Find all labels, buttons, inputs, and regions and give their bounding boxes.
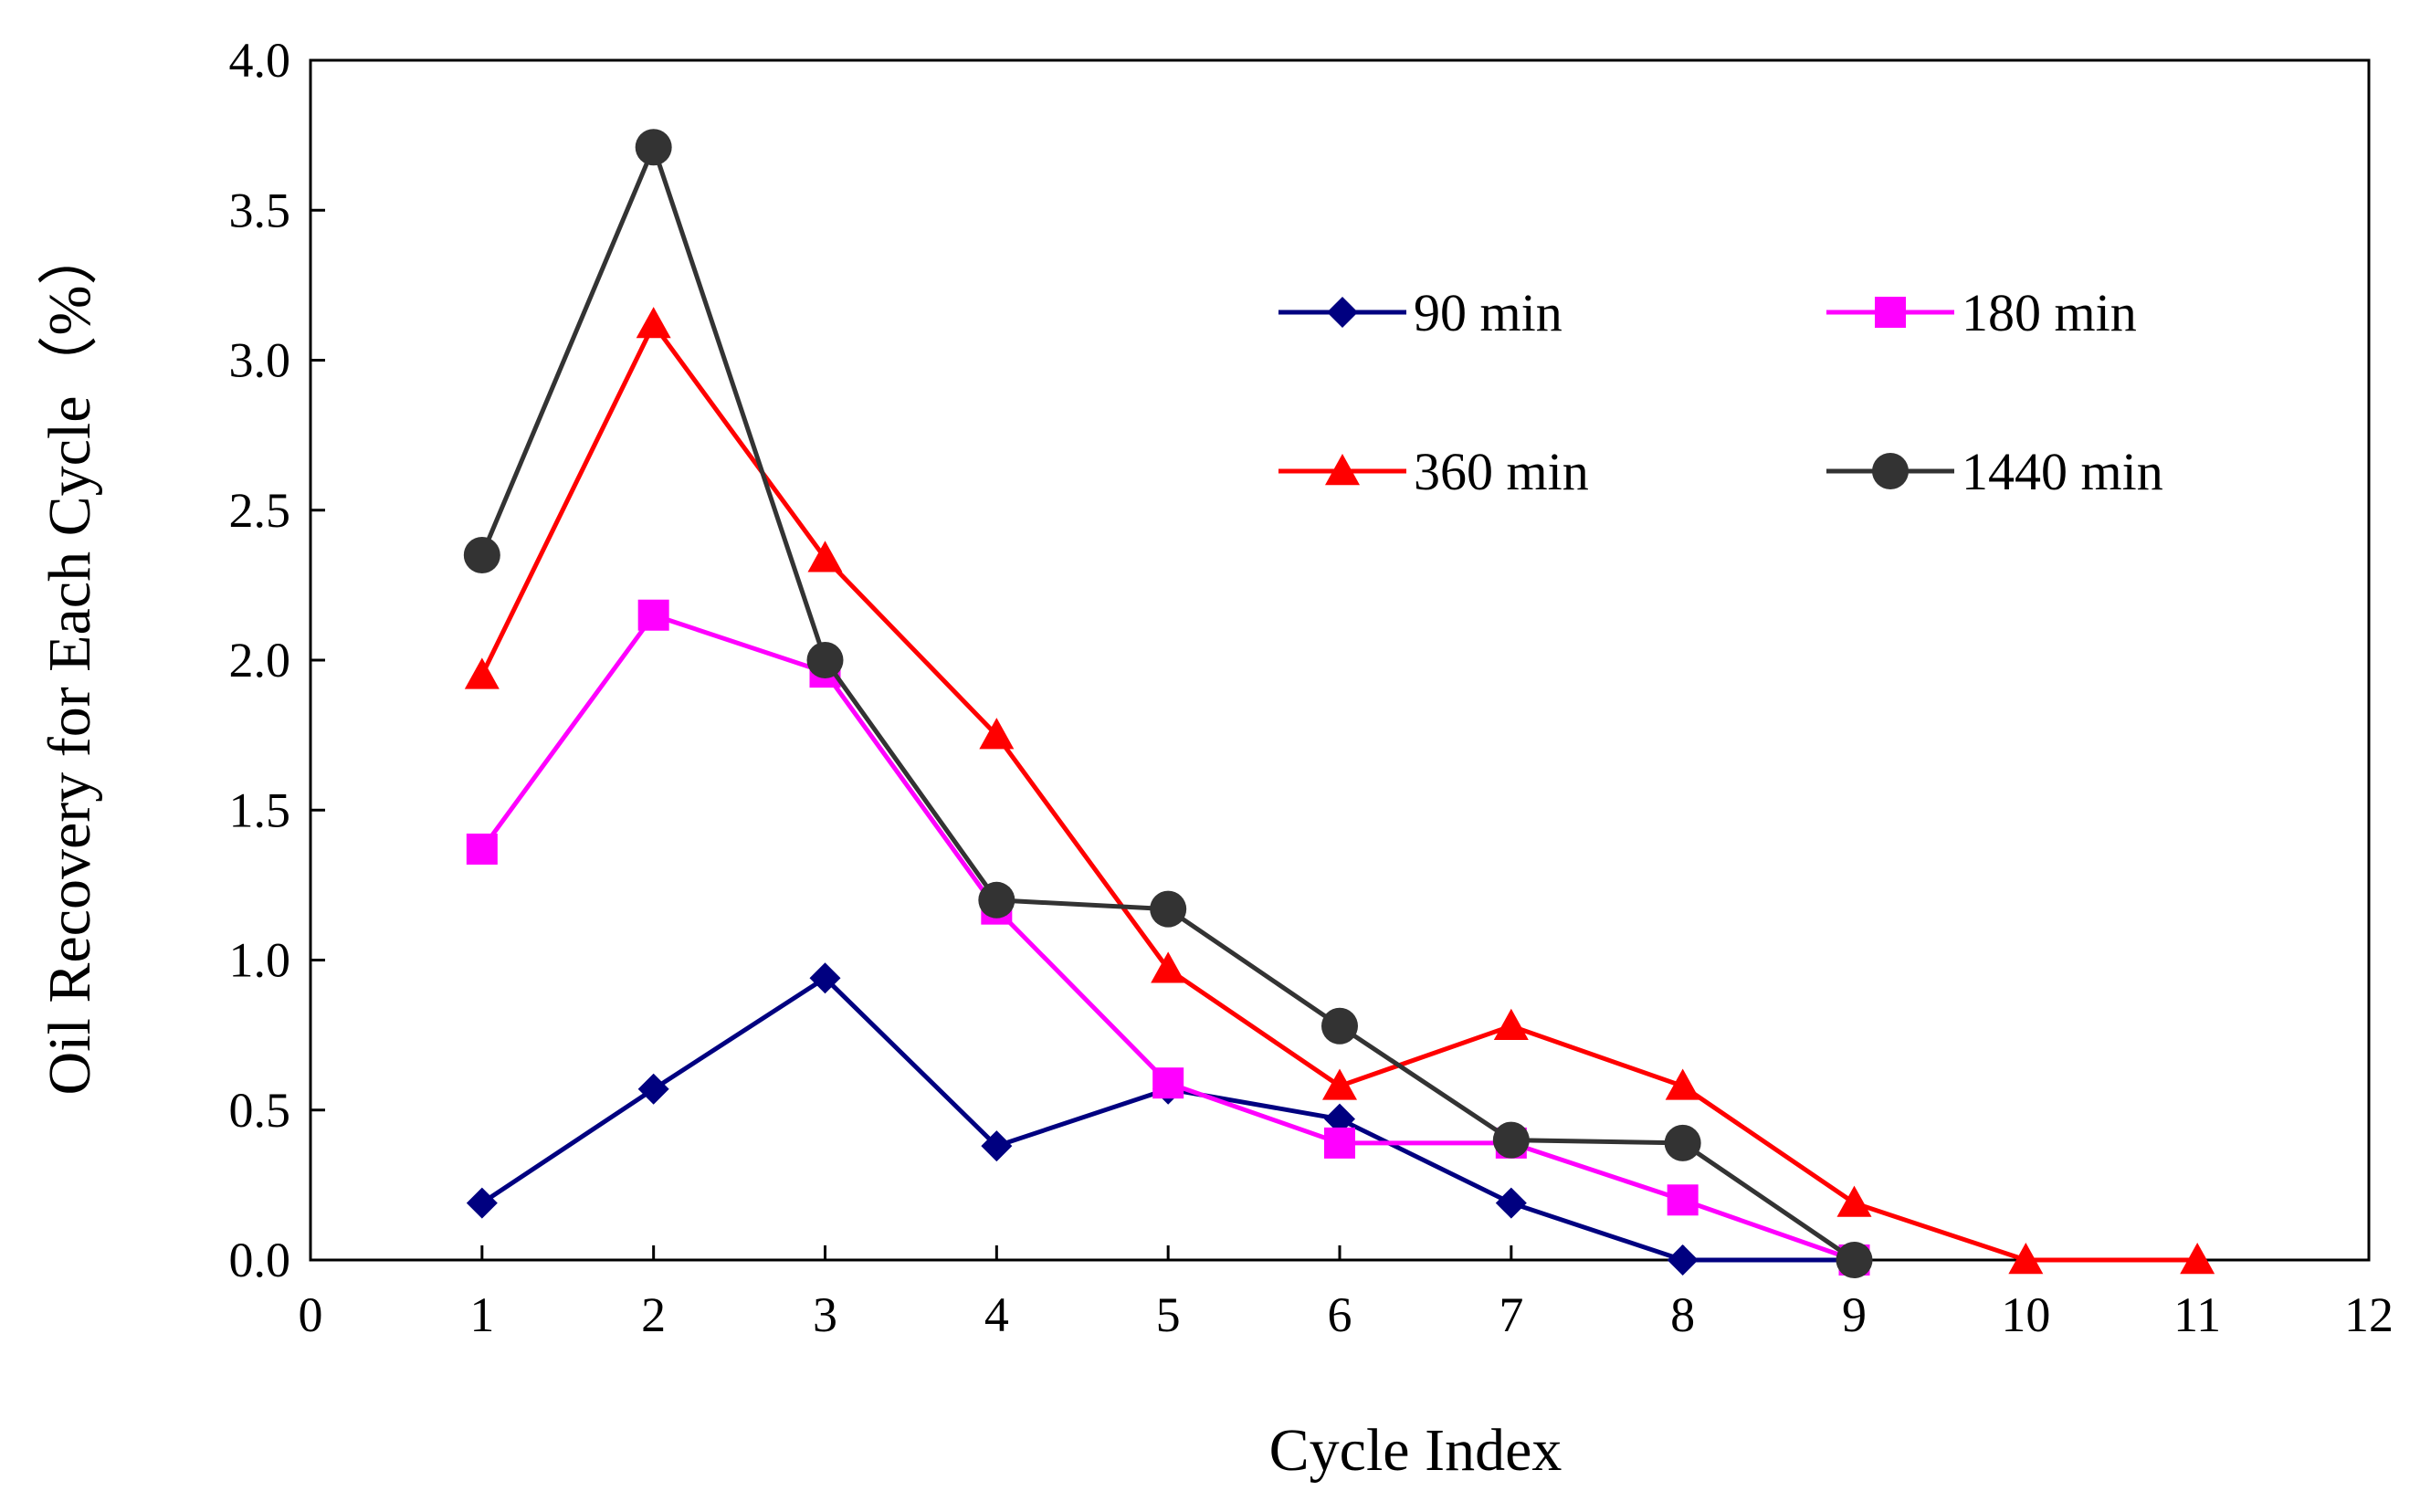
data-point-90-min [1495, 1187, 1527, 1219]
x-tick-label: 3 [813, 1287, 837, 1342]
legend-marker-90-min [1327, 297, 1358, 328]
series-1440-min [463, 129, 1873, 1278]
data-point-180-min [637, 599, 669, 631]
series-layer [463, 129, 2215, 1278]
y-tick-label: 1.0 [229, 933, 291, 988]
data-point-1440-min [1321, 1007, 1358, 1045]
y-tick-label: 0.5 [229, 1083, 291, 1138]
data-point-360-min [1665, 1068, 1700, 1100]
x-tick-label: 4 [984, 1287, 1009, 1342]
data-point-90-min [466, 1187, 498, 1219]
x-tick-label: 1 [469, 1287, 494, 1342]
data-point-90-min [809, 962, 841, 994]
x-tick-label: 5 [1156, 1287, 1181, 1342]
data-point-180-min [1667, 1184, 1699, 1216]
data-point-1440-min [1664, 1124, 1701, 1161]
x-tick-label: 6 [1328, 1287, 1352, 1342]
plot-area [309, 58, 2371, 1262]
y-tick-label: 2.0 [229, 633, 291, 688]
legend-item-360-min: 360 min [1278, 442, 1589, 501]
y-axis: 0.0 0.5 1.0 1.5 2.0 2.5 3.0 3.5 4.0 [229, 33, 325, 1287]
x-tick-label: 0 [299, 1287, 323, 1342]
y-tick-label: 4.0 [229, 33, 291, 88]
legend-marker-180-min [1875, 297, 1906, 328]
x-axis-title: Cycle Index [1269, 1417, 1562, 1484]
legend-item-90-min: 90 min [1278, 283, 1562, 342]
legend-marker-1440-min [1872, 453, 1909, 489]
data-point-90-min [981, 1130, 1013, 1162]
y-tick-label: 1.5 [229, 782, 291, 837]
x-tick-label: 9 [1842, 1287, 1867, 1342]
data-point-1440-min [978, 881, 1015, 919]
data-point-90-min [1667, 1244, 1699, 1276]
data-point-360-min [1322, 1068, 1357, 1100]
data-point-180-min [1152, 1067, 1184, 1099]
x-axis: 0 1 2 3 4 5 6 7 8 9 10 11 12 [299, 1245, 2394, 1342]
data-point-1440-min [1836, 1242, 1873, 1278]
data-point-360-min [1493, 1008, 1529, 1040]
data-point-180-min [1324, 1127, 1355, 1159]
data-point-90-min [1324, 1103, 1355, 1135]
y-tick-label: 0.0 [229, 1233, 291, 1287]
data-point-90-min [637, 1073, 669, 1105]
y-tick-label: 3.0 [229, 333, 291, 388]
legend-label: 90 min [1414, 283, 1562, 342]
data-point-1440-min [1150, 890, 1187, 928]
data-point-360-min [636, 307, 671, 339]
data-point-1440-min [635, 129, 672, 166]
x-tick-label: 12 [2344, 1287, 2394, 1342]
x-tick-label: 10 [2001, 1287, 2050, 1342]
x-tick-label: 2 [641, 1287, 666, 1342]
x-tick-label: 7 [1499, 1287, 1523, 1342]
data-point-360-min [2008, 1243, 2044, 1275]
x-tick-label: 11 [2173, 1287, 2221, 1342]
series-360-min [464, 307, 2215, 1275]
legend-item-180-min: 180 min [1826, 283, 2137, 342]
data-point-180-min [466, 833, 498, 865]
data-point-360-min [1836, 1185, 1872, 1217]
data-point-360-min [464, 657, 500, 689]
legend-label: 1440 min [1962, 442, 2163, 501]
x-tick-label: 8 [1670, 1287, 1695, 1342]
data-point-1440-min [463, 537, 500, 574]
data-point-360-min [807, 541, 843, 572]
data-point-360-min [2180, 1243, 2215, 1275]
y-tick-label: 2.5 [229, 483, 291, 538]
legend-marker-360-min [1325, 454, 1360, 486]
legend-label: 180 min [1962, 283, 2137, 342]
data-point-360-min [979, 718, 1015, 750]
data-point-1440-min [1492, 1121, 1530, 1159]
legend-label: 360 min [1414, 442, 1589, 501]
data-point-1440-min [806, 642, 844, 678]
y-axis-title: Oil Recovery for Each Cycle（%） [37, 225, 103, 1095]
legend-item-1440-min: 1440 min [1826, 442, 2163, 501]
legend: 90 min 180 min 360 min 1440 min [1278, 283, 2163, 501]
y-tick-label: 3.5 [229, 183, 291, 237]
data-point-360-min [1151, 951, 1186, 983]
